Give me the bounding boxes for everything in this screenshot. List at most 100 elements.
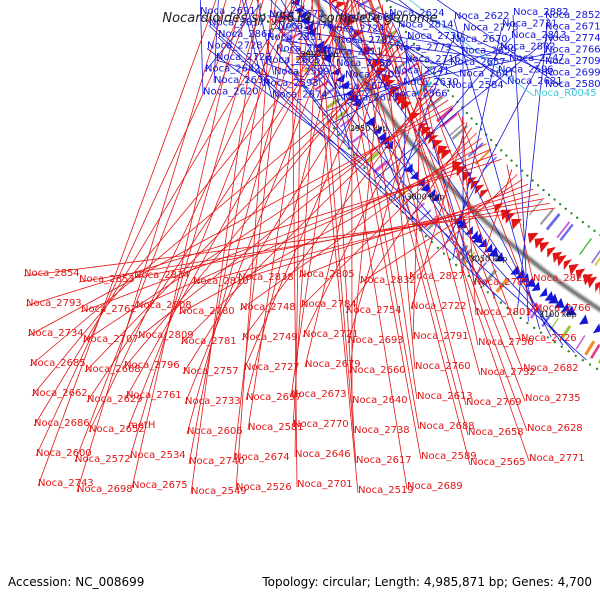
feature-block	[373, 159, 389, 173]
feature-block	[448, 121, 466, 137]
label-leader	[243, 23, 394, 371]
forward-gene-label: Noca_2657	[450, 57, 506, 68]
gene-arrow	[554, 297, 565, 308]
reverse-gene-label: Noca_2675	[132, 480, 188, 491]
gene-arrow	[484, 243, 493, 253]
dot-mark	[595, 367, 599, 371]
forward-gene-label: Noca_2705	[345, 70, 401, 81]
label-leader	[326, 54, 350, 146]
reverse-gene-label: Noca_2722	[411, 301, 467, 312]
reverse-gene-label: Noca_2727	[244, 362, 300, 373]
dot-mark	[593, 229, 596, 233]
forward-gene-label: Noca_2747	[509, 53, 565, 64]
reverse-gene-label: Noca_2743	[38, 478, 94, 489]
feature-block	[285, 32, 301, 43]
forward-gene-label: Noca_2774	[545, 33, 600, 44]
dot-mark	[587, 225, 590, 228]
dot-mark	[396, 18, 400, 21]
label-leader	[397, 27, 475, 278]
reverse-gene-label: Noca_2617	[356, 455, 412, 466]
label-leader	[409, 0, 535, 97]
label-leader	[29, 47, 410, 367]
dot-mark	[337, 133, 341, 137]
dot-mark	[389, 5, 392, 9]
reverse-gene-label: Noca_2834	[134, 270, 190, 281]
gene-arrow	[595, 281, 600, 293]
gene-arrow	[389, 85, 401, 97]
dot-mark	[295, 71, 299, 74]
dot-mark	[547, 193, 551, 197]
dot-mark	[385, 0, 389, 3]
dot-mark	[526, 174, 529, 177]
feature-block	[590, 249, 600, 264]
forward-gene-label: Noca_2741	[394, 66, 450, 77]
feature-block	[302, 62, 318, 73]
dot-mark	[404, 30, 408, 33]
reverse-gene-label: Noca_2652	[89, 424, 145, 435]
forward-gene-label: Noca_2730	[407, 31, 463, 42]
label-leader	[398, 0, 508, 85]
forward-gene-label: Noca_2584	[448, 80, 504, 91]
gene-arrow	[568, 263, 579, 276]
forward-gene-label: Noca_2670	[452, 34, 508, 45]
reverse-gene-label: Noca_2679	[305, 359, 361, 370]
label-leader	[340, 50, 397, 135]
label-leader	[350, 0, 471, 466]
dot-mark	[564, 207, 567, 210]
label-leader	[378, 0, 481, 376]
dot-mark	[447, 89, 450, 92]
gene-arrow	[351, 98, 362, 108]
forward-gene-label: Noca_2782	[338, 35, 394, 46]
label-leader	[235, 0, 273, 491]
gene-arrow	[575, 268, 586, 280]
label-leader	[324, 49, 501, 113]
reverse-gene-label: Noca_2534	[130, 450, 186, 461]
forward-gene-label: Noca_2709	[545, 56, 600, 67]
label-leader	[336, 0, 422, 460]
reverse-gene-label: Noca_2740	[189, 456, 245, 467]
label-leader	[33, 0, 293, 427]
reverse-gene-label: Noca_2640	[352, 395, 408, 406]
gene-arrow	[421, 126, 433, 137]
label-leader	[23, 207, 556, 277]
feature-block	[545, 213, 561, 231]
scale-tick	[471, 254, 477, 261]
label-leader	[268, 16, 575, 353]
label-leader	[413, 53, 522, 342]
feature-block	[339, 116, 354, 128]
label-leader	[199, 0, 204, 95]
dot-mark	[546, 336, 550, 339]
label-leader	[375, 40, 547, 179]
reverse-gene-label: Noca_2761	[126, 390, 182, 401]
gene-arrow	[547, 246, 556, 258]
label-leader	[127, 0, 298, 429]
label-leader	[516, 17, 549, 313]
forward-gene-label: Noca_2676	[334, 81, 390, 92]
dot-mark	[542, 188, 545, 192]
dot-mark	[424, 235, 428, 238]
gene-arrow	[582, 273, 593, 286]
reverse-gene-label: Noca_2762	[81, 304, 137, 315]
label-leader	[275, 51, 359, 157]
label-leader	[290, 0, 349, 398]
gene-arrow	[376, 131, 387, 142]
dot-mark	[581, 359, 585, 362]
gene-arrow	[437, 145, 449, 156]
gene-arrow	[479, 189, 490, 200]
scale-tick-label: 3100 kbp	[539, 310, 577, 319]
dot-mark	[451, 95, 455, 98]
label-leader	[133, 198, 545, 279]
forward-gene-label: Noca_2620	[203, 87, 259, 98]
leader-lines	[23, 0, 587, 495]
reverse-gene-label: Noca_2785	[474, 277, 530, 288]
forward-gene-label: Noca_2641	[459, 69, 515, 80]
gene-arrow	[527, 232, 539, 244]
dot-mark	[467, 274, 470, 278]
feature-block	[575, 335, 586, 350]
feature-block	[366, 150, 381, 164]
feature-block	[426, 95, 444, 111]
scale-tick	[303, 53, 311, 58]
reverse-gene-label: Noca_2838	[238, 272, 294, 283]
dot-mark	[510, 159, 513, 162]
